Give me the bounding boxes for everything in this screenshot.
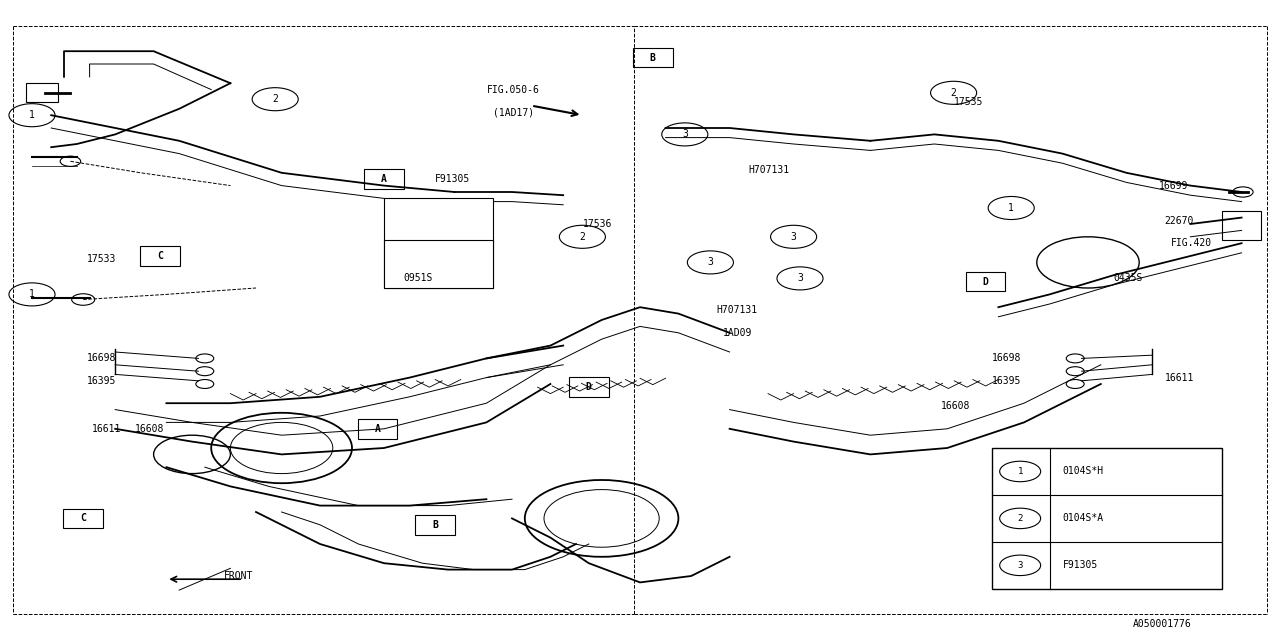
Bar	[365, 170, 403, 189]
Text: 2: 2	[273, 94, 278, 104]
Text: 17535: 17535	[954, 97, 983, 108]
Bar	[416, 515, 454, 534]
Text: B: B	[433, 520, 438, 530]
Bar	[570, 378, 608, 397]
Text: H707131: H707131	[717, 305, 758, 316]
Text: F91305: F91305	[1062, 561, 1098, 570]
Text: 2: 2	[580, 232, 585, 242]
Text: 1: 1	[1018, 467, 1023, 476]
Text: 3: 3	[682, 129, 687, 140]
Text: 22670: 22670	[1165, 216, 1194, 226]
Bar	[992, 448, 1222, 589]
Bar	[26, 83, 58, 102]
Text: F91305: F91305	[435, 174, 471, 184]
Bar	[1222, 211, 1261, 240]
Text: 16608: 16608	[941, 401, 970, 412]
Text: 16608: 16608	[134, 424, 164, 434]
Bar	[384, 198, 493, 288]
Text: B: B	[650, 52, 655, 63]
Text: 0104S*A: 0104S*A	[1062, 513, 1103, 524]
Text: 17533: 17533	[87, 254, 116, 264]
Text: H707131: H707131	[749, 164, 790, 175]
Text: 16611: 16611	[92, 424, 122, 434]
Text: C: C	[81, 513, 86, 524]
Text: FIG.420: FIG.420	[1171, 238, 1212, 248]
Text: 16395: 16395	[87, 376, 116, 386]
Text: 3: 3	[708, 257, 713, 268]
Text: C: C	[157, 251, 163, 261]
Text: FIG.050-6: FIG.050-6	[486, 84, 539, 95]
Text: 1: 1	[29, 110, 35, 120]
Text: 3: 3	[797, 273, 803, 284]
Text: 2: 2	[951, 88, 956, 98]
Bar	[64, 509, 102, 528]
Text: 16395: 16395	[992, 376, 1021, 386]
Bar	[966, 272, 1005, 291]
Text: D: D	[586, 382, 591, 392]
Text: 16699: 16699	[1158, 180, 1188, 191]
Text: A: A	[375, 424, 380, 434]
Text: 2: 2	[1018, 514, 1023, 523]
Text: 0104S*H: 0104S*H	[1062, 467, 1103, 476]
Text: 3: 3	[1018, 561, 1023, 570]
Text: 1: 1	[29, 289, 35, 300]
Text: 16611: 16611	[1165, 372, 1194, 383]
Text: 16698: 16698	[87, 353, 116, 364]
Text: FRONT: FRONT	[224, 571, 253, 581]
Text: 1: 1	[1009, 203, 1014, 213]
Bar	[634, 48, 672, 67]
Text: A: A	[381, 174, 387, 184]
Bar	[141, 246, 179, 266]
Text: 0435S: 0435S	[1114, 273, 1143, 284]
Text: 0951S: 0951S	[403, 273, 433, 284]
Text: (1AD17): (1AD17)	[493, 107, 534, 117]
Text: 17536: 17536	[582, 219, 612, 229]
Text: A050001776: A050001776	[1133, 619, 1192, 629]
Text: 3: 3	[791, 232, 796, 242]
Bar	[384, 240, 493, 288]
Text: D: D	[983, 276, 988, 287]
Bar	[358, 419, 397, 438]
Text: 16698: 16698	[992, 353, 1021, 364]
Text: 1AD09: 1AD09	[723, 328, 753, 338]
